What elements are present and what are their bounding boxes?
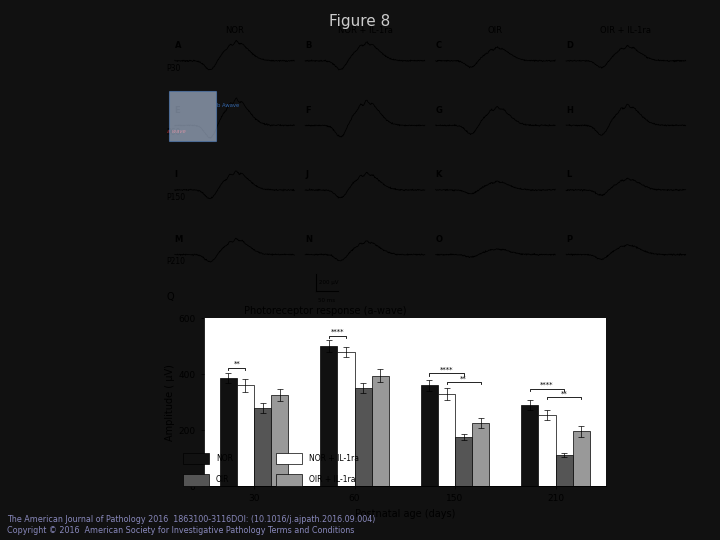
Text: C: C — [436, 41, 442, 50]
Text: OIR: OIR — [488, 26, 503, 35]
Bar — [472, 423, 489, 486]
Bar — [320, 346, 338, 486]
Bar — [455, 437, 472, 486]
Text: P30: P30 — [166, 64, 181, 72]
Bar — [539, 415, 556, 486]
Bar — [572, 431, 590, 486]
Text: **: ** — [460, 375, 467, 381]
Text: G: G — [436, 106, 443, 114]
Bar — [354, 388, 372, 486]
Bar — [276, 474, 302, 485]
Bar — [338, 352, 354, 486]
Text: Q: Q — [166, 292, 174, 302]
Text: F: F — [305, 106, 311, 114]
Text: K: K — [436, 170, 442, 179]
Bar — [276, 453, 302, 464]
Text: P210: P210 — [166, 258, 186, 266]
Text: P: P — [566, 235, 572, 244]
Text: OIR + IL-1ra: OIR + IL-1ra — [309, 475, 355, 484]
Text: E: E — [175, 106, 180, 114]
Text: ****: **** — [540, 382, 554, 388]
Text: a wave: a wave — [166, 129, 185, 133]
Text: P150: P150 — [166, 193, 186, 202]
Text: M: M — [175, 235, 183, 244]
Text: P60: P60 — [166, 128, 181, 137]
Bar — [556, 455, 572, 486]
Text: Figure 8: Figure 8 — [329, 14, 391, 29]
Bar — [220, 379, 237, 486]
Bar — [421, 386, 438, 486]
Bar — [254, 408, 271, 486]
Text: 50 ms: 50 ms — [318, 298, 336, 303]
Text: ****: **** — [440, 367, 454, 373]
Text: OIR + IL-1ra: OIR + IL-1ra — [600, 26, 652, 35]
FancyBboxPatch shape — [168, 91, 216, 141]
Text: 200 μV: 200 μV — [319, 280, 338, 285]
Text: O: O — [436, 235, 443, 244]
Bar — [183, 474, 210, 485]
Bar — [237, 386, 254, 486]
Text: NOR + IL-1ra: NOR + IL-1ra — [338, 26, 392, 35]
Bar — [521, 405, 539, 486]
Text: **: ** — [561, 391, 567, 397]
Text: B: B — [305, 41, 312, 50]
Text: L: L — [566, 170, 572, 179]
Text: J: J — [305, 170, 308, 179]
Text: NOR: NOR — [216, 454, 233, 463]
Text: A: A — [175, 41, 181, 50]
Bar — [271, 395, 288, 486]
Text: NOR + IL-1ra: NOR + IL-1ra — [309, 454, 359, 463]
Text: N: N — [305, 235, 312, 244]
Bar — [372, 376, 389, 486]
X-axis label: Postnatal age (days): Postnatal age (days) — [355, 509, 455, 519]
Text: OIR: OIR — [216, 475, 230, 484]
Y-axis label: Amplitude ( μV): Amplitude ( μV) — [166, 364, 176, 441]
Text: H: H — [566, 106, 573, 114]
Text: **: ** — [233, 361, 240, 367]
Text: b Awave: b Awave — [217, 103, 239, 108]
Text: ****: **** — [330, 329, 344, 335]
Text: Photoreceptor response (a-wave): Photoreceptor response (a-wave) — [244, 306, 407, 316]
Bar — [183, 453, 210, 464]
Text: I: I — [175, 170, 178, 179]
Text: The American Journal of Pathology 2016  1863100-3116DOI: (10.1016/j.ajpath.2016.: The American Journal of Pathology 2016 1… — [7, 515, 376, 535]
Text: NOR: NOR — [225, 26, 244, 35]
Bar — [438, 394, 455, 486]
Text: D: D — [566, 41, 573, 50]
